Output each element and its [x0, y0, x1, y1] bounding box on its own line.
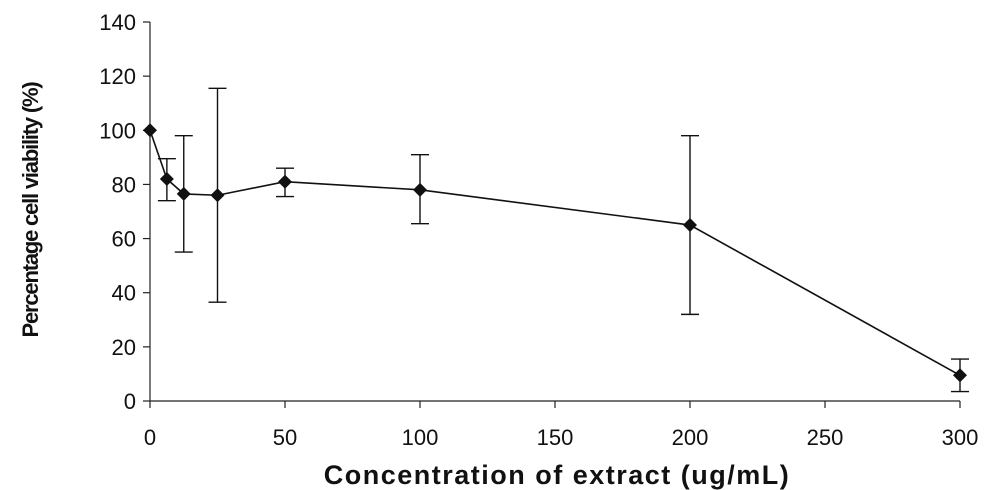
- x-axis-title: Concentration of extract (ug/mL): [324, 460, 791, 490]
- y-tick-label: 100: [99, 118, 136, 143]
- x-tick-label: 150: [537, 425, 574, 450]
- axes: 0 20 40 60 80 100 120 140 0 50 100 150 200 250 300: [99, 10, 978, 450]
- x-tick-label: 200: [672, 425, 709, 450]
- data-point: [143, 123, 157, 138]
- error-bars: [157, 87, 969, 393]
- x-tick-label: 50: [273, 425, 297, 450]
- data-point: [278, 174, 292, 189]
- data-point: [176, 186, 191, 201]
- y-tick-label: 20: [112, 335, 136, 360]
- data-point: [159, 172, 174, 187]
- x-tick-label: 250: [807, 425, 844, 450]
- data-point: [210, 188, 225, 203]
- y-tick-label: 60: [112, 227, 136, 252]
- data-point: [413, 182, 427, 197]
- x-tick-label: 100: [402, 425, 439, 450]
- y-axis-title: Percentage cell viability (%): [18, 82, 43, 338]
- series-line-0: [149, 130, 961, 376]
- data-point: [953, 368, 967, 383]
- y-tick-label: 40: [112, 281, 136, 306]
- series-line: [149, 130, 961, 376]
- x-tick-label: 300: [942, 425, 979, 450]
- y-tick-label: 140: [99, 10, 136, 35]
- data-points: [143, 123, 967, 383]
- y-tick-label: 80: [112, 172, 136, 197]
- y-tick-label: 120: [99, 64, 136, 89]
- x-tick-label: 0: [144, 425, 156, 450]
- y-tick-label: 0: [124, 389, 136, 414]
- data-point: [683, 218, 697, 233]
